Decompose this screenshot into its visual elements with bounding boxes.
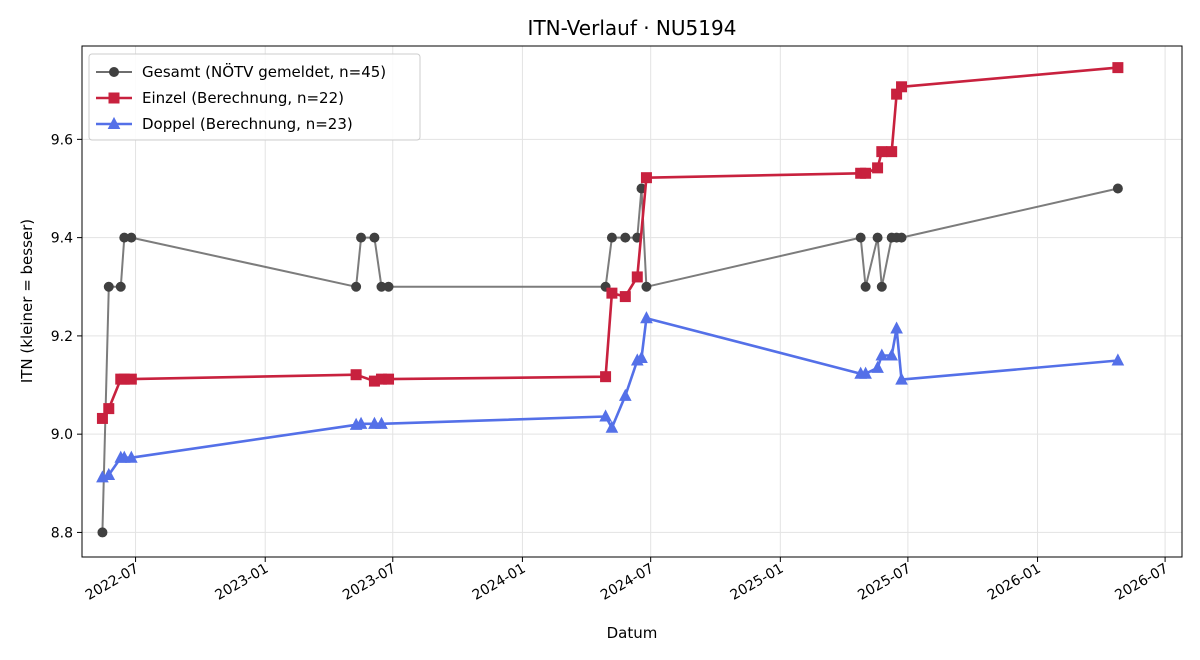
series-circle	[97, 183, 1123, 538]
data-point	[606, 287, 618, 299]
data-point	[872, 162, 884, 174]
chart-title: ITN-Verlauf · NU5194	[528, 16, 737, 40]
data-point	[876, 146, 888, 158]
data-point	[618, 388, 632, 401]
y-tick-label: 8.8	[51, 525, 73, 541]
legend-entry: Doppel (Berechnung, n=23)	[96, 115, 353, 133]
data-point	[871, 360, 884, 373]
data-point	[125, 450, 138, 463]
series-line	[101, 316, 1119, 479]
data-point	[859, 366, 872, 379]
data-point	[115, 281, 126, 292]
data-point	[600, 371, 612, 383]
y-tick-label: 9.4	[51, 231, 73, 247]
series-triangle	[96, 311, 1125, 483]
x-tick-label: 2025-01	[728, 561, 787, 604]
data-point	[126, 232, 137, 243]
data-point	[895, 372, 908, 385]
legend-label: Gesamt (NÖTV gemeldet, n=45)	[142, 62, 386, 81]
data-point	[97, 527, 108, 538]
legend-marker	[107, 116, 121, 129]
data-point	[875, 348, 889, 361]
x-tick-label: 2023-07	[340, 561, 399, 604]
data-point	[619, 291, 631, 303]
plot-frame	[81, 45, 1183, 558]
y-axis-title: ITN (kleiner = besser)	[18, 219, 36, 383]
data-point	[631, 271, 643, 283]
data-point	[96, 412, 108, 424]
x-tick-label: 2024-07	[598, 561, 657, 604]
data-point	[102, 467, 116, 480]
data-point	[640, 311, 653, 324]
data-point	[640, 172, 652, 184]
data-point	[369, 232, 380, 243]
legend-entry: Einzel (Berechnung, n=22)	[96, 89, 344, 107]
x-axis-title: Datum	[607, 624, 658, 642]
x-tick-label: 2022-07	[83, 561, 142, 604]
data-point	[103, 403, 115, 415]
legend-box	[88, 53, 421, 141]
series-layer	[96, 62, 1125, 538]
data-point	[860, 167, 872, 179]
x-tick-label: 2025-07	[855, 561, 914, 604]
legend-label: Einzel (Berechnung, n=22)	[142, 89, 344, 107]
data-point	[855, 232, 866, 243]
data-point	[890, 321, 903, 334]
x-tick-label: 2024-01	[470, 561, 529, 604]
y-tick-label: 9.0	[51, 427, 73, 443]
data-point	[125, 373, 137, 385]
series-square	[96, 62, 1124, 424]
legend: Gesamt (NÖTV gemeldet, n=45) Einzel (Bere…	[88, 53, 421, 141]
data-point	[860, 281, 871, 292]
legend-marker	[109, 67, 119, 77]
data-point	[354, 416, 368, 429]
data-point	[605, 420, 619, 433]
legend-label: Doppel (Berechnung, n=23)	[142, 115, 353, 133]
x-tick-label: 2023-01	[213, 561, 272, 604]
data-point	[886, 146, 898, 158]
data-point	[356, 232, 367, 243]
legend-marker	[108, 92, 120, 104]
axis-ticks: 8.8 9.0 9.2 9.4 9.6 2022-07 2023-01 2023-07 2024…	[51, 132, 1171, 603]
data-point	[350, 369, 362, 381]
data-point	[1112, 62, 1124, 74]
data-point	[351, 281, 362, 292]
legend-entry: Gesamt (NÖTV gemeldet, n=45)	[96, 62, 386, 81]
data-point	[641, 281, 652, 292]
data-point	[876, 281, 887, 292]
data-point	[1112, 183, 1123, 194]
data-point	[1111, 353, 1125, 366]
x-tick-label: 2026-07	[1112, 561, 1171, 604]
data-point	[103, 281, 114, 292]
data-point	[375, 416, 388, 429]
data-point	[620, 232, 631, 243]
data-point	[383, 373, 395, 385]
data-point	[383, 281, 394, 292]
data-point	[872, 232, 883, 243]
data-point	[885, 348, 898, 361]
y-tick-label: 9.2	[51, 329, 73, 345]
x-tick-label: 2026-01	[985, 561, 1044, 604]
y-tick-label: 9.6	[51, 132, 73, 148]
data-point	[606, 232, 617, 243]
data-point	[896, 81, 908, 93]
data-point	[599, 409, 612, 422]
data-point	[635, 350, 648, 364]
data-point	[896, 232, 907, 243]
